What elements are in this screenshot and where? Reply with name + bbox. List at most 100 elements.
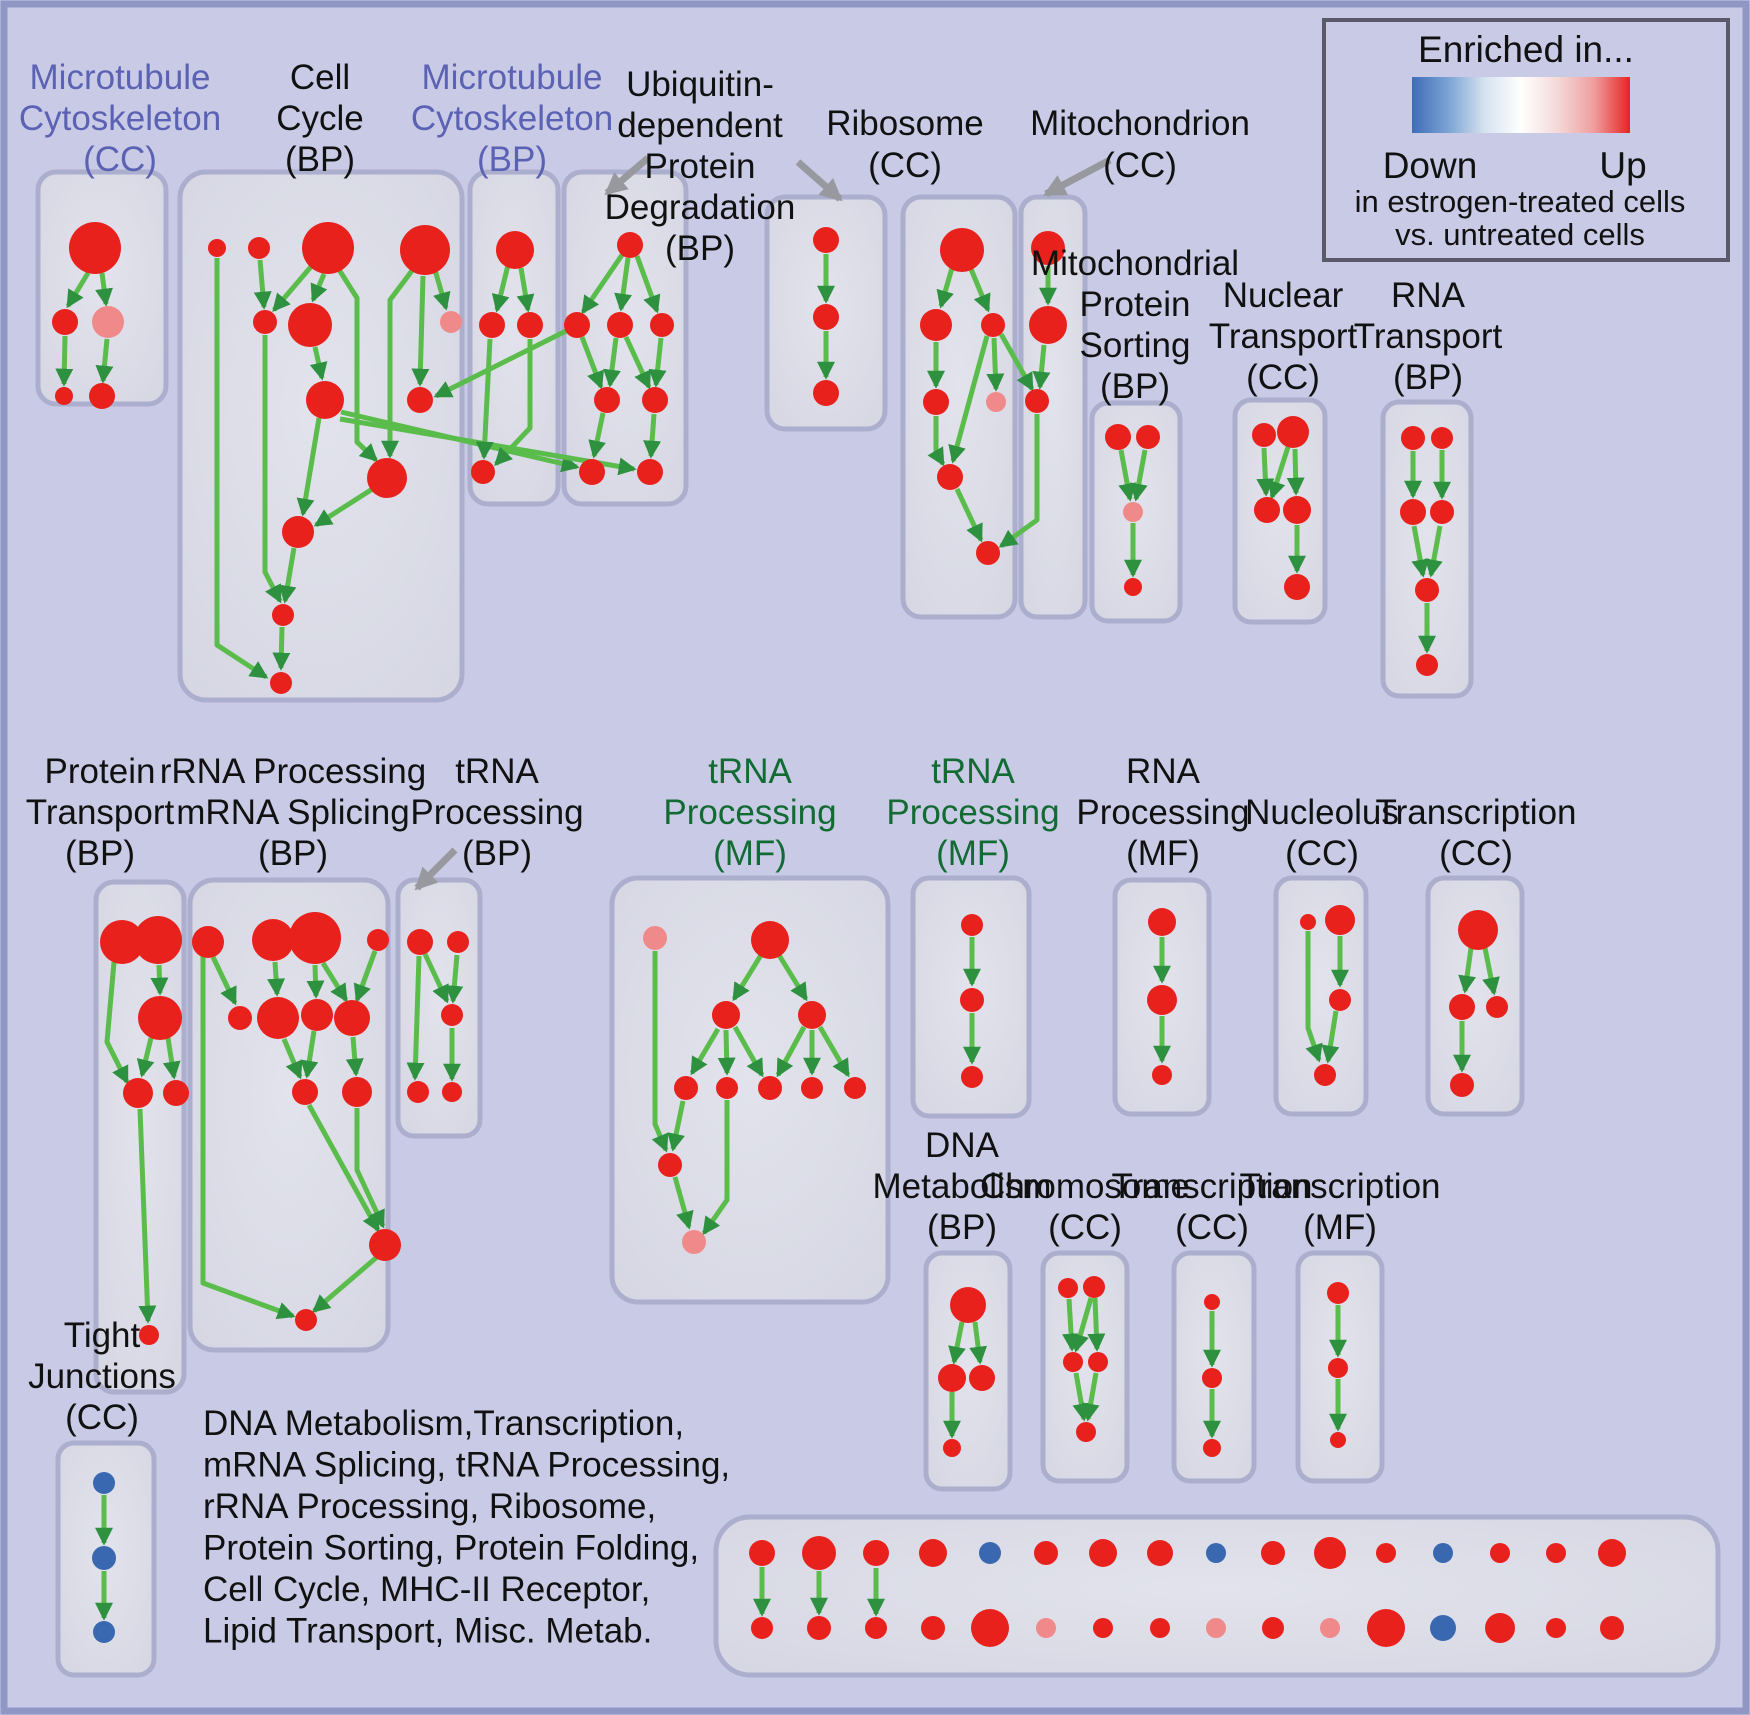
edge-arrow	[516, 267, 535, 313]
go-term-node-up	[447, 931, 469, 953]
go-term-node-up	[496, 231, 534, 269]
go-term-node-up	[288, 303, 332, 347]
go-term-node-up	[471, 460, 495, 484]
edge-arrow	[998, 332, 1035, 392]
summary-text-line: rRNA Processing, Ribosome,	[203, 1487, 656, 1526]
go-term-node-up	[289, 912, 341, 964]
edge-arrow	[55, 335, 74, 387]
edge-arrow	[623, 335, 652, 390]
go-term-node-up	[637, 459, 663, 485]
edge-arrow	[588, 412, 606, 459]
label-ubiquitin-degradation-bp: Ubiquitin-dependent Protein Degradation (BP…	[605, 65, 796, 268]
go-term-node-up	[751, 1617, 773, 1639]
label-microtubule-cytoskeleton-cc: Microtubule Cytoskeleton (CC)	[19, 58, 221, 179]
go-term-node-up	[192, 926, 224, 958]
go-term-node-up	[642, 387, 668, 413]
go-term-node-up	[1325, 905, 1355, 935]
go-term-node-down	[1206, 1543, 1226, 1563]
go-term-node-up	[208, 239, 226, 257]
go-term-node-up	[1598, 1539, 1626, 1567]
go-term-node-up	[801, 1077, 823, 1099]
go-term-node-up	[1546, 1618, 1566, 1638]
go-term-node-up	[1029, 306, 1067, 344]
go-term-node-up	[938, 1364, 966, 1392]
go-term-node-up	[937, 464, 963, 490]
edge-arrow	[948, 1321, 966, 1365]
edge-arrow	[948, 335, 990, 464]
go-term-node-up	[342, 1077, 372, 1107]
go-term-node-up	[272, 604, 294, 626]
go-term-node-up	[758, 1076, 782, 1100]
go-term-node-up	[1063, 1352, 1083, 1372]
label-transcription-cc-1: Transcription (CC)	[1376, 793, 1577, 873]
go-term-node-up	[100, 920, 144, 964]
nodes-layer	[52, 222, 1626, 1647]
edge-arrow	[614, 257, 632, 312]
label-rrna-processing-mrna-splicing-bp: rRNA Processing mRNA Splicing (BP)	[160, 752, 426, 873]
edge-arrow	[422, 952, 450, 1004]
go-term-node-up	[441, 1004, 463, 1026]
go-term-node-up	[1204, 1294, 1220, 1310]
go-term-node-up	[282, 516, 314, 548]
label-trna-processing-bp: tRNA Processing (BP)	[410, 752, 583, 873]
go-term-node-up	[1089, 1539, 1117, 1567]
label-cell-cycle-bp: Cell Cycle (BP)	[276, 58, 364, 179]
go-term-node-up	[302, 222, 354, 274]
edge-arrow	[927, 416, 946, 467]
legend-box	[1322, 18, 1730, 262]
edge-arrow	[491, 264, 511, 313]
nucleolus-box	[1273, 875, 1369, 1117]
go-term-node-up	[1203, 1439, 1221, 1457]
go-term-node-up	[863, 1540, 889, 1566]
go-term-node-up	[1329, 989, 1351, 1011]
edge-arrow	[494, 339, 533, 466]
go-term-node-up	[1400, 499, 1426, 525]
go-term-node-up	[1093, 1618, 1113, 1638]
edge-arrow	[200, 956, 296, 1320]
go-term-node-up	[1262, 1617, 1284, 1639]
go-term-node-up	[407, 929, 433, 955]
edge-arrow	[648, 337, 667, 388]
go-term-node-up	[976, 541, 1000, 565]
edge-arrow	[137, 1108, 157, 1324]
label-rna-processing-mf: RNA Processing (MF)	[1076, 752, 1249, 873]
edge-arrow	[214, 258, 269, 680]
annotation-arrows-layer	[414, 155, 1112, 891]
go-term-node-up	[252, 919, 294, 961]
edge-arrow	[651, 951, 669, 1153]
go-term-node-down	[1433, 1543, 1453, 1563]
legend-title: Enriched in...	[1418, 29, 1634, 70]
go-term-node-up	[650, 313, 674, 337]
go-term-node-up	[52, 309, 78, 335]
go-term-node-up	[617, 232, 643, 258]
label-tight-junctions-cc: Tight Junctions (CC)	[28, 1316, 176, 1437]
go-term-node-up	[400, 225, 450, 275]
go-term-node-up	[658, 1153, 682, 1177]
edge-arrow	[968, 268, 991, 313]
go-term-node-up	[798, 1001, 826, 1029]
go-term-node-up	[1314, 1537, 1346, 1569]
go-term-node-down	[979, 1542, 1001, 1564]
transcription-cc-box-1	[1425, 875, 1525, 1117]
edge-arrow	[986, 337, 1005, 392]
edge-arrow	[667, 1100, 686, 1152]
go-term-node-up	[865, 1617, 887, 1639]
microtubule-bp-box	[467, 169, 561, 507]
edge-arrow	[1071, 1297, 1094, 1353]
go-term-node-up	[301, 999, 333, 1031]
go-term-node-up	[1327, 1282, 1349, 1304]
edge-arrow	[311, 1255, 379, 1313]
edge-arrow	[411, 275, 430, 387]
go-term-node-up	[564, 312, 590, 338]
go-term-node-up	[1449, 994, 1475, 1020]
edge-arrow	[1087, 1297, 1106, 1352]
go-term-node-up	[920, 309, 952, 341]
edge-arrow	[1129, 449, 1148, 502]
label-mitochondrion-cc: Mitochondrion (CC)	[1030, 104, 1250, 185]
legend: Enriched in... Down Up in estrogen-treat…	[1322, 18, 1730, 262]
go-term-node-up	[334, 1000, 370, 1036]
go-term-node-up	[981, 313, 1005, 337]
go-term-node-weak-up	[1123, 502, 1143, 522]
